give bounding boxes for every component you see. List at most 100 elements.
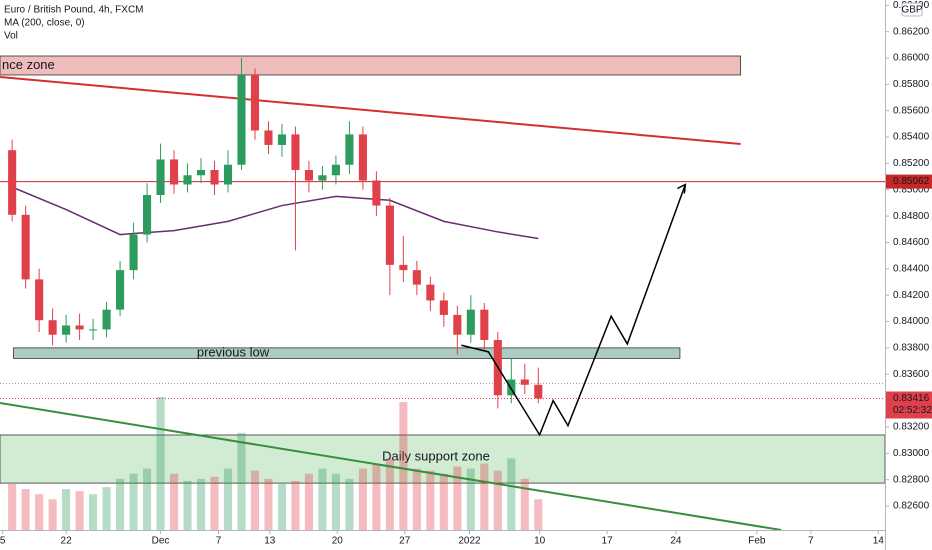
volume-bar <box>507 458 516 530</box>
x-tick-label: 24 <box>670 536 682 547</box>
volume-bar <box>210 476 219 530</box>
candle-body <box>156 159 165 196</box>
candle-body <box>345 134 354 165</box>
volume-bar <box>493 470 502 530</box>
volume-bar <box>372 463 381 530</box>
candle-body <box>318 175 327 181</box>
projection-arrowhead <box>676 183 687 194</box>
y-tick-label: 0.85600 <box>893 105 930 116</box>
zone-label: nce zone <box>2 57 55 72</box>
candle-body <box>426 284 435 301</box>
volume-bar <box>480 463 489 530</box>
volume-bar <box>412 468 421 530</box>
candle-body <box>439 300 448 315</box>
candle-body <box>277 134 287 145</box>
moving-average <box>11 186 539 240</box>
x-tick-label: 2022 <box>458 536 481 547</box>
volume-bar <box>48 499 57 530</box>
y-tick-label: 0.82600 <box>893 501 930 512</box>
trendline <box>0 401 782 531</box>
candle-body <box>358 134 367 181</box>
last-price-label: 0.83416 <box>893 393 930 404</box>
plot-area: nce zone previous low Daily support zone <box>0 55 886 531</box>
volume-bar <box>318 468 327 530</box>
currency-label: GBP <box>901 5 922 16</box>
x-tick-label: 14 <box>873 536 885 547</box>
candle-body <box>89 329 98 331</box>
volume-bar <box>358 468 367 530</box>
candle-body <box>21 214 30 280</box>
candle-body <box>223 164 233 185</box>
candle-body <box>412 270 421 285</box>
candle-body <box>116 270 125 310</box>
x-tick-label: 27 <box>399 536 411 547</box>
volume-bar <box>169 473 179 530</box>
countdown-label: 02:52:32 <box>893 405 932 416</box>
zone-label: previous low <box>197 345 270 360</box>
volume-bar <box>237 432 246 530</box>
candle-body <box>453 314 462 335</box>
x-tick-label: 10 <box>534 536 546 547</box>
x-tick-label: 20 <box>332 536 344 547</box>
y-tick-label: 0.84600 <box>893 237 930 248</box>
trendline <box>0 75 741 146</box>
volume-bar <box>264 478 273 530</box>
candle-body <box>385 205 394 265</box>
candle-body <box>304 169 313 181</box>
candle-body <box>399 264 408 271</box>
x-tick-label: 22 <box>61 536 73 547</box>
candle-body <box>62 325 71 335</box>
y-tick-label: 0.86200 <box>893 26 930 37</box>
y-tick-label: 0.82800 <box>893 474 930 485</box>
candle-body <box>129 234 138 271</box>
volume-bar <box>143 468 152 530</box>
level-price-box <box>886 174 932 189</box>
volume-bar <box>291 480 300 530</box>
volume-bar <box>399 402 408 530</box>
candle-body <box>143 195 152 235</box>
volume-bar <box>129 473 138 530</box>
candle-body <box>291 134 300 170</box>
volume-bar <box>534 499 543 530</box>
zone <box>13 347 681 359</box>
volume-bar <box>8 483 17 530</box>
y-tick-label: 0.83800 <box>893 343 930 354</box>
volume-bar <box>250 470 260 530</box>
candle-body <box>480 309 489 340</box>
y-tick-label: 0.83000 <box>893 448 930 459</box>
symbol-title: Euro / British Pound, 4h, FXCM <box>4 5 144 16</box>
currency-badge <box>901 2 923 17</box>
zone <box>0 55 742 76</box>
x-tick-label: 13 <box>264 536 276 547</box>
x-tick-label: Dec <box>152 536 170 547</box>
volume-label: Vol <box>4 31 18 42</box>
candle-body <box>8 150 17 215</box>
y-tick-label: 0.84800 <box>893 211 930 222</box>
candle-body <box>466 309 475 335</box>
candle-body <box>250 75 260 131</box>
volume-bar <box>304 473 313 530</box>
last-price-box <box>886 391 932 419</box>
volume-bar <box>21 489 30 530</box>
candle-body <box>237 75 246 165</box>
y-tick-label: 0.85800 <box>893 79 930 90</box>
volume-bar <box>196 478 206 530</box>
volume-bar <box>183 480 192 530</box>
x-tick-label: 5 <box>0 536 6 547</box>
volume-bar <box>223 468 233 530</box>
candle-body <box>183 175 192 185</box>
y-tick-label: 0.84000 <box>893 316 930 327</box>
x-tick-label: 7 <box>808 536 814 547</box>
candle-body <box>507 379 516 396</box>
candle-body <box>102 309 111 330</box>
candle-body <box>210 169 219 185</box>
y-tick-label: 0.83600 <box>893 369 930 380</box>
candle-body <box>534 384 543 399</box>
zone-label: Daily support zone <box>382 448 490 463</box>
candle-body <box>520 379 529 385</box>
volume-bar <box>62 489 71 530</box>
volume-bar <box>75 491 84 530</box>
volume-bar <box>426 470 435 530</box>
y-tick-label: 0.85400 <box>893 132 930 143</box>
